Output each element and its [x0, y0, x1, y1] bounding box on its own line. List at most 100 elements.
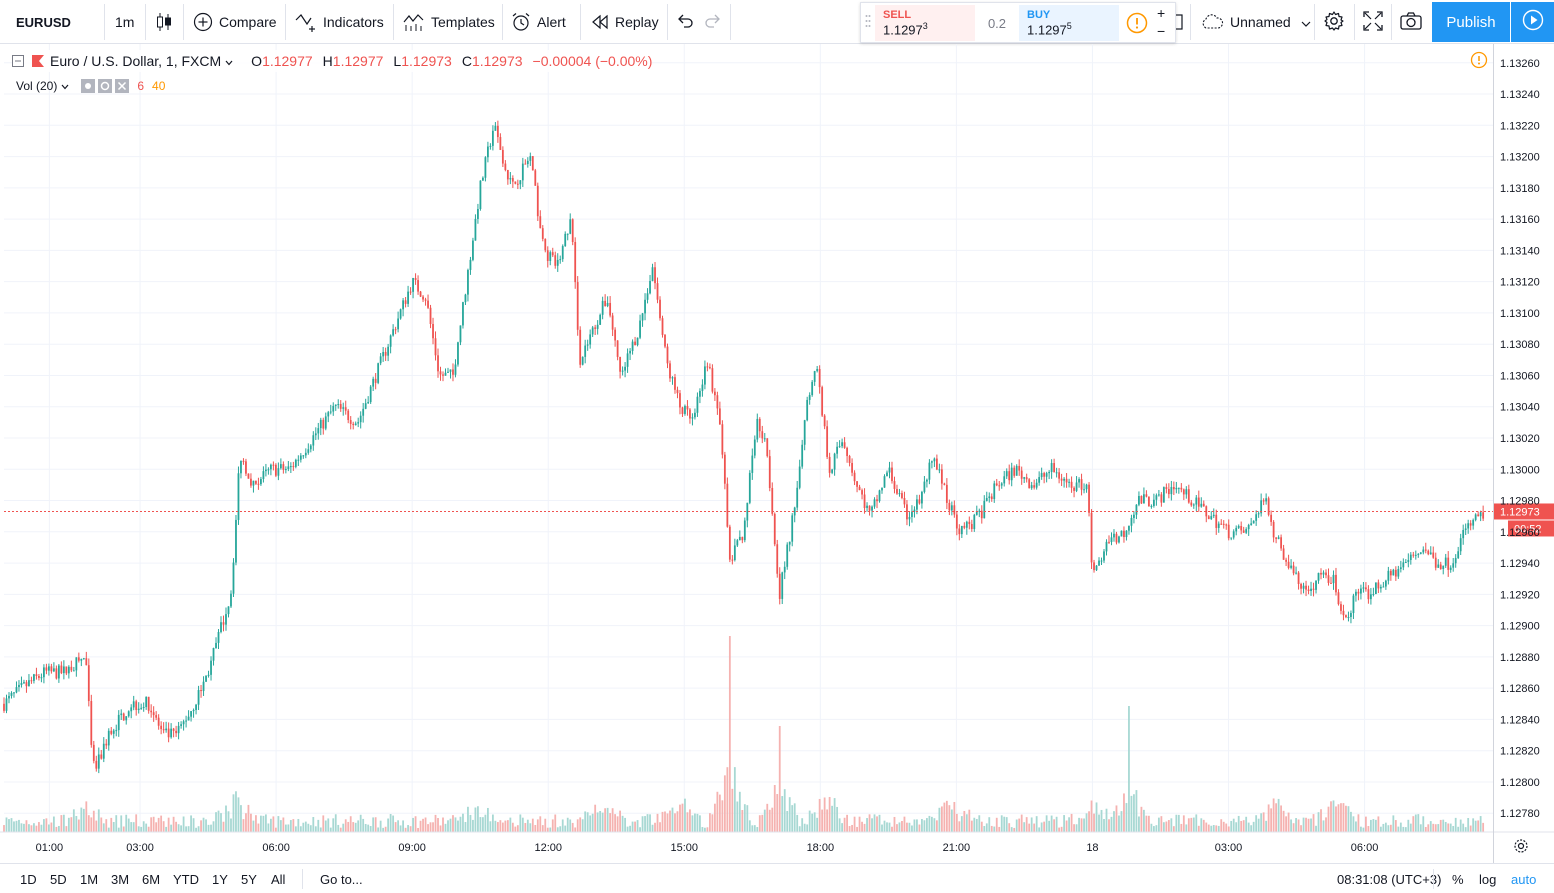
settings-button[interactable] [1323, 0, 1345, 44]
range-1y[interactable]: 1Y [212, 871, 228, 887]
volume-bar [861, 821, 863, 832]
candle-body [970, 524, 973, 530]
minus-icon[interactable]: − [1157, 23, 1166, 39]
chart-type-button[interactable] [155, 0, 179, 44]
eye-icon[interactable] [81, 79, 96, 93]
range-all[interactable]: All [271, 871, 286, 887]
undo-button[interactable] [676, 0, 694, 44]
candle-body [1125, 530, 1128, 538]
candle-body [207, 674, 210, 676]
range-5d[interactable]: 5D [50, 871, 67, 887]
volume-bar [304, 821, 307, 832]
candle-body [1377, 582, 1380, 589]
symbol-search[interactable]: EURUSD [16, 14, 71, 30]
alert-button[interactable]: Alert [511, 0, 566, 44]
range-6m[interactable]: 6M [142, 871, 161, 887]
candle-body [589, 334, 592, 345]
volume-bar [394, 822, 397, 832]
range-ytd[interactable]: YTD [173, 871, 199, 887]
volume-bar [35, 825, 38, 832]
goto-button[interactable]: Go to... [320, 871, 363, 887]
info-icon[interactable] [1126, 12, 1148, 39]
buy-button[interactable]: BUY 1.12975 [1019, 5, 1119, 41]
price-chart[interactable]: 1.12973 00:52 1.13260 1.13240 1.13220 1.1320… [0, 44, 1554, 863]
warning-icon[interactable] [1470, 51, 1488, 74]
templates-button[interactable]: Templates [403, 0, 495, 44]
volume-bar [1185, 824, 1188, 832]
candle-body [773, 513, 776, 545]
chevron-down-icon[interactable] [61, 79, 69, 93]
rewind-icon [591, 14, 609, 30]
close-icon[interactable] [115, 79, 130, 93]
snapshot-button[interactable] [1400, 0, 1422, 44]
volume-bar [930, 816, 933, 832]
candle-body [107, 730, 110, 746]
candle-body [791, 515, 794, 542]
symbol-title[interactable]: Euro / U.S. Dollar, 1, FXCM [50, 53, 222, 69]
volume-bar [457, 820, 459, 832]
auto-toggle[interactable]: auto [1511, 871, 1537, 887]
volume-bar [1075, 824, 1078, 832]
candle-body [282, 464, 285, 470]
sell-button[interactable]: SELL 1.12973 [875, 5, 975, 41]
candle-body [135, 701, 138, 710]
candle-body [596, 324, 599, 329]
play-button[interactable] [1511, 2, 1554, 42]
volume-bar [1317, 812, 1320, 832]
range-1d[interactable]: 1D [20, 871, 37, 887]
volume-bar [950, 809, 953, 832]
volume-bar [494, 820, 497, 832]
gear-icon-teeth [1514, 839, 1528, 853]
candle-body [1429, 552, 1432, 555]
candle-body [654, 267, 656, 284]
compare-button[interactable]: Compare [193, 0, 277, 44]
candle-body [704, 366, 706, 385]
candle-body [1417, 553, 1420, 555]
candle-body [182, 721, 185, 725]
plus-icon[interactable]: + [1157, 5, 1166, 21]
volume-indicator-name[interactable]: Vol (20) [16, 79, 58, 93]
candle-body [526, 160, 529, 165]
candle-body [284, 469, 287, 471]
volume-bar [651, 824, 654, 832]
candle-body [297, 459, 300, 461]
range-3m[interactable]: 3M [111, 871, 130, 887]
candle-body [586, 344, 589, 346]
volume-bar [307, 823, 310, 832]
volume-bar [245, 813, 247, 832]
replay-button[interactable]: Replay [591, 0, 659, 44]
volume-bar [666, 813, 669, 832]
collapse-icon[interactable] [12, 55, 24, 67]
volume-bar [1270, 808, 1273, 832]
candle-body [369, 386, 372, 403]
fullscreen-button[interactable] [1363, 0, 1383, 44]
interval-button[interactable]: 1m [115, 14, 135, 30]
candle-body [614, 329, 617, 341]
candle-body [521, 163, 524, 181]
volume-bar [1175, 814, 1178, 832]
range-1m[interactable]: 1M [80, 871, 99, 887]
candle-body [1108, 541, 1110, 543]
clock-display[interactable]: 08:31:08 (UTC+3) [1337, 871, 1442, 887]
redo-icon [704, 13, 722, 32]
candle-body [1389, 570, 1392, 576]
log-toggle[interactable]: log [1479, 871, 1497, 887]
gear-icon[interactable] [98, 79, 113, 93]
candle-body [1060, 478, 1063, 481]
layout-menu-button[interactable]: Unnamed [1200, 0, 1311, 44]
candle-body [713, 391, 716, 396]
candle-body [332, 405, 335, 412]
indicators-button[interactable]: Indicators [295, 0, 384, 44]
candle-body [212, 648, 215, 661]
range-5y[interactable]: 5Y [241, 871, 257, 887]
redo-button[interactable] [704, 0, 722, 44]
volume-bar [489, 821, 492, 832]
percent-toggle[interactable]: % [1452, 871, 1464, 887]
volume-bar [125, 814, 128, 832]
drag-handle-icon[interactable] [865, 13, 871, 38]
volume-bar [733, 767, 736, 832]
candle-body [893, 481, 896, 489]
chevron-down-icon[interactable] [225, 53, 233, 69]
publish-button[interactable]: Publish [1432, 2, 1510, 42]
volume-bar [1030, 817, 1033, 832]
